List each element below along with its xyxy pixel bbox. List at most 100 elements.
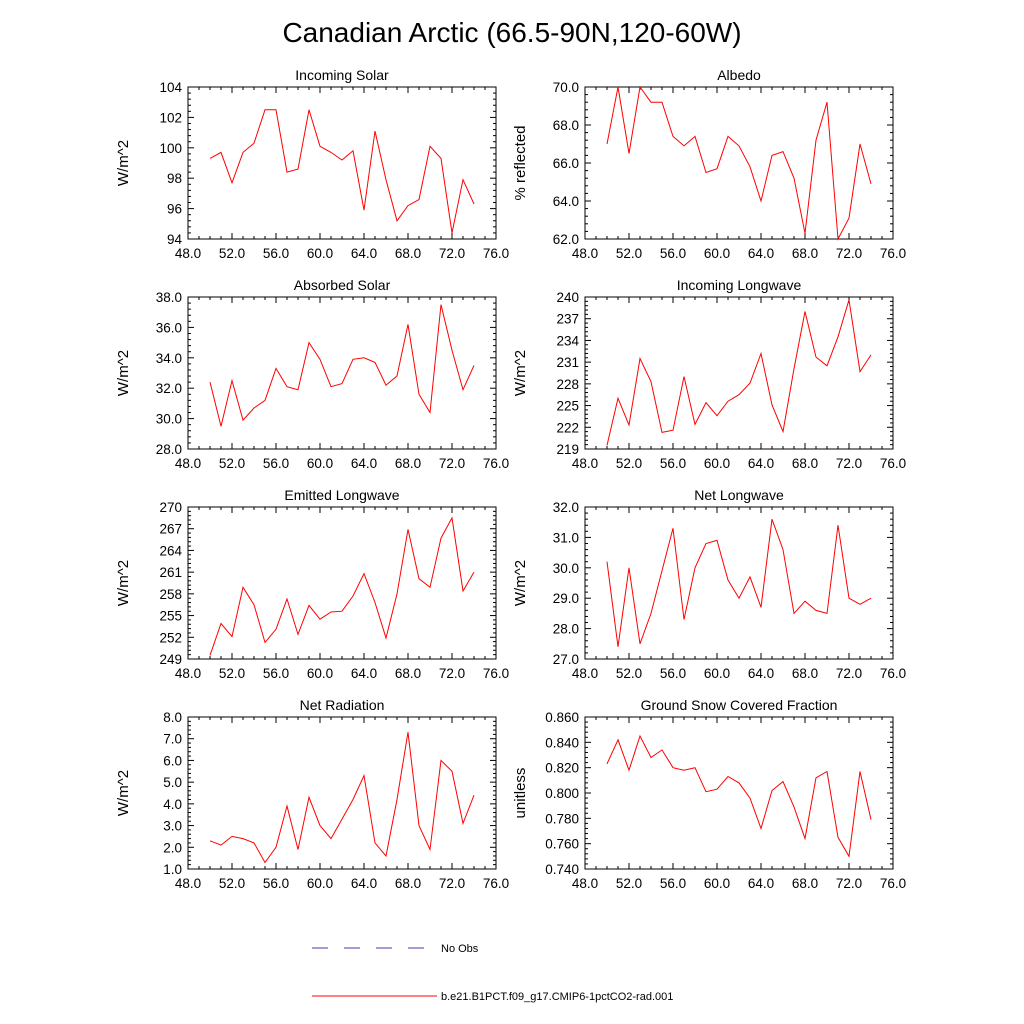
y-tick-label: 0.800	[545, 786, 579, 801]
y-tick-label: 100	[159, 141, 182, 156]
plot-frame	[187, 716, 497, 870]
x-tick-label: 64.0	[748, 876, 774, 891]
y-tick-label: 219	[556, 442, 579, 457]
x-tick-label: 52.0	[616, 666, 642, 681]
x-tick-label: 56.0	[660, 876, 686, 891]
y-tick-label: 0.860	[545, 710, 579, 725]
x-tick-label: 64.0	[748, 246, 774, 261]
y-tick-label: 28.0	[156, 442, 182, 457]
x-tick-label: 68.0	[792, 456, 818, 471]
y-tick-label: 104	[159, 80, 182, 95]
x-tick-label: 56.0	[660, 666, 686, 681]
y-tick-label: 234	[556, 333, 579, 348]
y-tick-label: 102	[159, 110, 182, 125]
y-tick-label: 249	[159, 652, 182, 667]
panel-title: Ground Snow Covered Fraction	[641, 697, 838, 713]
x-tick-label: 64.0	[351, 876, 377, 891]
x-tick-label: 72.0	[439, 246, 465, 261]
y-tick-label: 261	[159, 565, 182, 580]
y-tick-label: 28.0	[553, 622, 579, 637]
y-tick-label: 94	[167, 232, 183, 247]
x-tick-label: 48.0	[175, 456, 201, 471]
y-tick-label: 2.0	[163, 840, 182, 855]
x-tick-label: 76.0	[483, 246, 509, 261]
y-tick-label: 1.0	[163, 862, 182, 877]
x-tick-label: 48.0	[175, 876, 201, 891]
x-tick-label: 64.0	[351, 666, 377, 681]
chart-panel: Incoming Longwave W/m^2 48.0 52.0 56.0 60.0 64…	[512, 277, 906, 471]
x-tick-label: 76.0	[880, 876, 906, 891]
x-tick-label: 76.0	[880, 456, 906, 471]
x-tick-label: 60.0	[307, 246, 333, 261]
y-tick-label: 255	[159, 609, 182, 624]
y-tick-label: 38.0	[156, 290, 182, 305]
x-tick-label: 76.0	[483, 876, 509, 891]
y-tick-label: 0.740	[545, 862, 579, 877]
y-tick-label: 98	[167, 171, 182, 186]
panel-title: Absorbed Solar	[294, 277, 391, 293]
x-tick-label: 64.0	[351, 456, 377, 471]
x-tick-label: 56.0	[263, 666, 289, 681]
chart-panel: Incoming Solar W/m^2 48.0 52.0 56.0 60.0 64.0 6…	[115, 67, 509, 261]
x-tick-label: 56.0	[263, 876, 289, 891]
x-tick-label: 68.0	[792, 666, 818, 681]
panel-title: Albedo	[717, 67, 761, 83]
x-tick-label: 56.0	[660, 456, 686, 471]
y-tick-label: 3.0	[163, 819, 182, 834]
y-tick-label: 240	[556, 290, 579, 305]
legend-model-label: b.e21.B1PCT.f09_g17.CMIP6-1pctCO2-rad.00…	[441, 991, 673, 1003]
series-line	[606, 734, 872, 858]
y-tick-label: 96	[167, 202, 182, 217]
y-axis-label: W/m^2	[115, 350, 132, 396]
x-tick-label: 60.0	[307, 456, 333, 471]
x-tick-label: 56.0	[263, 246, 289, 261]
series-line	[606, 519, 872, 647]
x-tick-label: 64.0	[748, 456, 774, 471]
panel-title: Emitted Longwave	[284, 487, 399, 503]
y-tick-label: 66.0	[553, 156, 579, 171]
y-axis-label: W/m^2	[115, 560, 132, 606]
x-tick-label: 76.0	[483, 456, 509, 471]
x-tick-label: 68.0	[792, 876, 818, 891]
legend: No Obs b.e21.B1PCT.f09_g17.CMIP6-1pctCO2…	[312, 943, 673, 1003]
series-line	[209, 516, 475, 656]
panel-title: Incoming Longwave	[677, 277, 802, 293]
chart-panel: Ground Snow Covered Fraction unitless 48.0…	[512, 697, 906, 891]
panel-title: Net Radiation	[300, 697, 385, 713]
y-tick-label: 32.0	[553, 500, 579, 515]
x-tick-label: 72.0	[836, 456, 862, 471]
panel-grid: Incoming Solar W/m^2 48.0 52.0 56.0 60.0 64.0 6…	[115, 67, 906, 891]
y-tick-label: 237	[556, 312, 579, 327]
y-tick-label: 4.0	[163, 797, 182, 812]
x-tick-label: 68.0	[792, 246, 818, 261]
x-tick-label: 52.0	[616, 456, 642, 471]
x-tick-label: 72.0	[836, 246, 862, 261]
y-tick-label: 225	[556, 399, 579, 414]
y-tick-label: 222	[556, 420, 579, 435]
y-tick-label: 0.780	[545, 811, 579, 826]
plot-frame	[187, 296, 497, 450]
y-tick-label: 270	[159, 500, 182, 515]
x-tick-label: 48.0	[175, 666, 201, 681]
panel-title: Incoming Solar	[295, 67, 389, 83]
x-tick-label: 52.0	[219, 666, 245, 681]
figure-title: Canadian Arctic (66.5-90N,120-60W)	[282, 17, 741, 48]
y-tick-label: 64.0	[553, 194, 579, 209]
x-tick-label: 48.0	[175, 246, 201, 261]
x-tick-label: 48.0	[572, 456, 598, 471]
plot-frame	[584, 296, 894, 450]
y-tick-label: 31.0	[553, 530, 579, 545]
x-tick-label: 52.0	[616, 876, 642, 891]
y-tick-label: 6.0	[163, 753, 182, 768]
y-tick-label: 70.0	[553, 80, 579, 95]
x-tick-label: 68.0	[395, 876, 421, 891]
x-tick-label: 52.0	[219, 456, 245, 471]
x-tick-label: 72.0	[439, 666, 465, 681]
y-tick-label: 32.0	[156, 381, 182, 396]
y-tick-label: 36.0	[156, 320, 182, 335]
y-axis-label: W/m^2	[512, 350, 529, 396]
plot-frame	[584, 716, 894, 870]
x-tick-label: 72.0	[836, 666, 862, 681]
x-tick-label: 60.0	[307, 876, 333, 891]
